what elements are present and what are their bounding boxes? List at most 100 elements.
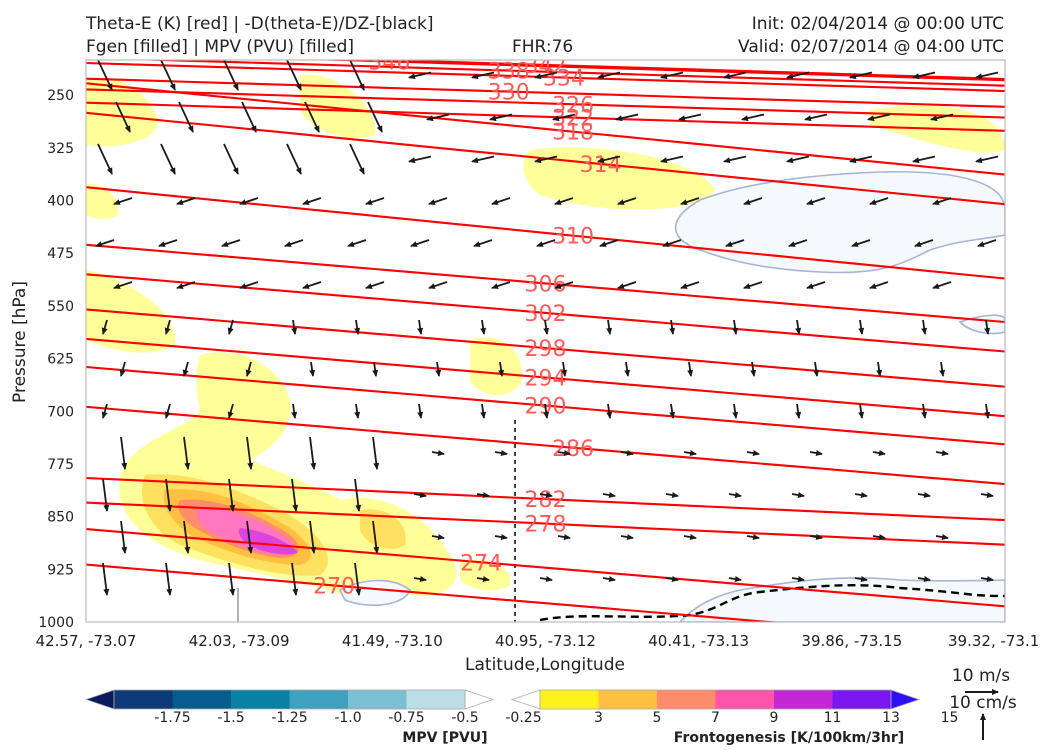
colorbar-swatch xyxy=(289,690,349,709)
x-tick-label: 39.86, -73.15 xyxy=(801,632,902,650)
wind-arrow xyxy=(309,520,317,554)
wind-arrow xyxy=(491,281,511,289)
isentrope-label: 338 xyxy=(488,60,530,85)
fgen-colorbar-label: Frontogenesis [K/100km/3hr] xyxy=(674,730,904,746)
wind-arrow xyxy=(471,71,495,80)
y-tick-label: 700 xyxy=(47,404,74,420)
colorbar-swatch xyxy=(832,690,892,709)
wind-arrow xyxy=(680,197,700,205)
wind-arrow xyxy=(239,281,259,289)
wind-arrow xyxy=(113,197,133,205)
isentrope-line xyxy=(86,61,1005,93)
frontogenesis-fill xyxy=(86,74,1005,622)
wind-arrow xyxy=(557,450,571,456)
wind-arrow xyxy=(743,281,763,289)
isentrope-line xyxy=(86,77,1005,108)
wind-arrow xyxy=(102,562,110,596)
isentrope-line xyxy=(86,308,1005,388)
colorbar-tick: -1.25 xyxy=(271,710,307,726)
wind-arrow xyxy=(431,534,445,540)
mpv-colorbar-label: MPV [PVU] xyxy=(402,730,487,746)
y-tick-label: 250 xyxy=(47,88,74,104)
wind-arrow xyxy=(534,155,558,164)
colorbar-tick: 9 xyxy=(770,710,779,726)
wind-arrow xyxy=(164,403,171,419)
wind-arrow xyxy=(291,319,298,335)
wind-arrow xyxy=(921,403,928,419)
wind-arrow xyxy=(678,113,702,122)
wind-arrow xyxy=(428,197,448,205)
wind-arrow xyxy=(115,101,131,133)
wind-arrow xyxy=(917,576,931,582)
x-tick-label: 42.03, -73.09 xyxy=(189,632,290,650)
wind-arrow xyxy=(869,281,889,289)
wind-arrow xyxy=(660,155,684,164)
wind-arrow xyxy=(183,520,191,554)
fgen-region xyxy=(238,528,298,555)
fgen-region xyxy=(460,559,511,591)
wind-arrow xyxy=(975,155,999,164)
wind-arrow xyxy=(494,534,508,540)
wind-arrow xyxy=(930,113,954,122)
y-tick-label: 550 xyxy=(47,299,74,315)
wind-arrow xyxy=(806,197,826,205)
wind-arrow xyxy=(367,101,383,133)
wind-arrow xyxy=(984,319,991,335)
wind-arrow xyxy=(791,492,805,498)
wind-arrow xyxy=(741,113,765,122)
wind-arrow xyxy=(921,319,928,335)
colorbar-extend-right xyxy=(464,689,495,710)
wind-arrow xyxy=(543,403,550,419)
wind-arrow xyxy=(536,239,556,247)
isentrope-label: 306 xyxy=(525,272,567,297)
wind-arrow xyxy=(935,450,949,456)
wind-arrow xyxy=(291,403,298,419)
wind-arrow xyxy=(606,319,613,335)
isentrope-label: 274 xyxy=(460,551,502,576)
wind-arrow xyxy=(620,450,634,456)
wind-arrow xyxy=(491,197,511,205)
wind-arrow xyxy=(683,450,697,456)
wind-arrow xyxy=(471,155,495,164)
wind-arrow xyxy=(804,113,828,122)
wind-arrow xyxy=(309,361,316,377)
colorbar-tick: -1.75 xyxy=(154,710,190,726)
wind-arrow xyxy=(291,562,299,596)
wind-arrow xyxy=(302,197,322,205)
wind-arrow xyxy=(182,361,189,377)
title-left-line1: Theta-E (K) [red] | -D(theta-E)/DZ-[blac… xyxy=(86,14,434,34)
wind-arrow xyxy=(932,197,952,205)
wind-arrow xyxy=(246,520,254,554)
colorbar-extend-right xyxy=(890,689,921,710)
x-tick-label: 42.57, -73.07 xyxy=(36,632,137,650)
wind-arrow xyxy=(851,239,871,247)
wind-arrow xyxy=(354,562,362,596)
wind-arrow xyxy=(746,534,760,540)
isentrope-label: 334 xyxy=(543,67,585,92)
colorbar-swatch xyxy=(172,690,232,709)
y-tick-label: 925 xyxy=(47,562,74,578)
wind-arrow xyxy=(494,450,508,456)
wind-arrow xyxy=(872,450,886,456)
title-fhr: FHR:76 xyxy=(512,37,574,57)
wind-arrow xyxy=(665,576,679,582)
wind-arrow xyxy=(489,113,513,122)
mpv-region xyxy=(678,577,1005,622)
fgen-region xyxy=(300,74,376,139)
wind-arrow xyxy=(158,239,178,247)
wind-arrow xyxy=(239,197,259,205)
wind-arrow xyxy=(932,281,952,289)
wind-arrow xyxy=(620,534,634,540)
wind-arrow xyxy=(557,534,571,540)
wind-ref-vertical-label: 10 cm/s xyxy=(949,693,1017,713)
colorbar-swatch xyxy=(348,690,407,709)
fgen-region xyxy=(86,77,159,147)
mpv-colorbar: -1.75 -1.5 -1.25 -1.0 -0.75 -0.5 -0.25 xyxy=(84,689,542,726)
x-tick-label: 39.32, -73.1 xyxy=(948,632,1039,650)
wind-arrow xyxy=(102,478,110,512)
wind-arrow xyxy=(113,281,133,289)
wind-arrow xyxy=(786,71,810,80)
y-tick-label: 400 xyxy=(47,194,74,210)
wind-arrow xyxy=(97,60,113,91)
